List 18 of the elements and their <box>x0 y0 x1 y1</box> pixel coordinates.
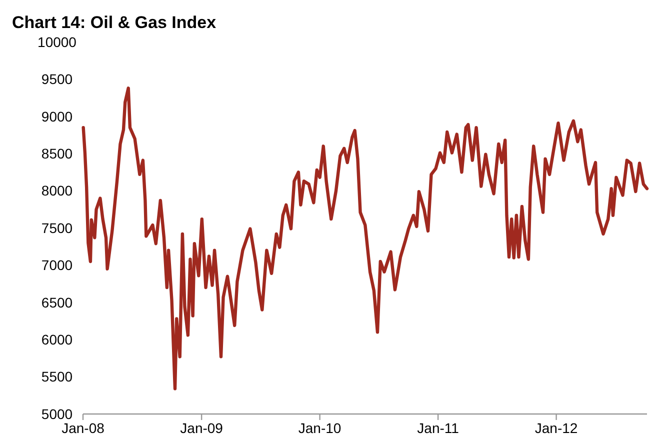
y-tick-label: 5500 <box>41 368 73 385</box>
y-tick-label: 7000 <box>41 257 73 274</box>
y-tick-label: 10000 <box>38 34 77 50</box>
x-tick-label: Jan-10 <box>298 420 342 436</box>
y-tick-label: 6000 <box>41 332 73 348</box>
line-series <box>82 86 649 390</box>
x-tick-label: Jan-12 <box>534 420 578 436</box>
y-tick-label: 5000 <box>41 406 73 422</box>
y-tick-label: 8500 <box>41 146 73 162</box>
y-tick-label: 9500 <box>41 71 73 88</box>
y-tick-label: 6500 <box>41 294 73 310</box>
x-tick-label: Jan-08 <box>62 420 105 436</box>
y-tick-label: 8000 <box>41 182 73 199</box>
x-tick-label: Jan-09 <box>180 420 224 436</box>
y-tick-label: 7500 <box>41 220 73 236</box>
y-tick-label: 9000 <box>41 108 73 124</box>
x-tick-label: Jan-11 <box>417 420 460 436</box>
chart-title: Chart 14: Oil & Gas Index <box>12 13 217 32</box>
